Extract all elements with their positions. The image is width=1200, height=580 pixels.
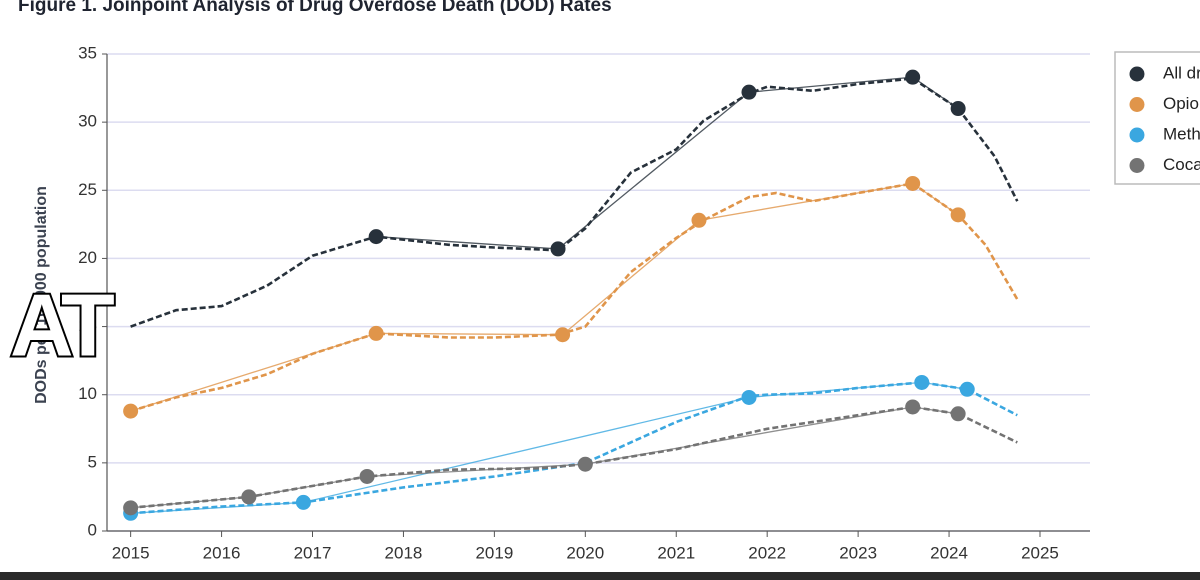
joinpoint-marker [123,403,139,419]
y-tick-label: 10 [78,384,97,403]
plot-area [123,69,1019,521]
y-tick-label: 20 [78,248,97,267]
joinpoint-marker [950,406,966,422]
y-tick-label: 35 [78,43,97,62]
joinpoint-marker [691,212,707,228]
y-tick-label: 30 [78,112,97,131]
x-tick-label: 2023 [839,543,877,562]
joinpoint-marker [577,456,593,472]
watermark: AT [10,275,114,374]
y-axis-label: DODs per 100000 population [33,186,50,404]
joinpoint-marker [550,241,566,257]
joinpoint-marker [905,399,921,415]
observed-line [130,77,1019,328]
joinpoint-marker [741,84,757,100]
y-tick-label: 25 [78,180,97,199]
x-tick-label: 2025 [1021,543,1059,562]
joinpoint-marker [905,69,921,85]
x-tick-label: 2020 [566,543,604,562]
joinpoint-marker [959,381,975,397]
chart-title: Figure 1. Joinpoint Analysis of Drug Ove… [18,0,612,16]
x-tick-label: 2022 [748,543,786,562]
joinpoint-marker [368,325,384,341]
bottom-bar [0,572,1200,580]
legend-swatch [1129,66,1145,82]
x-tick-label: 2016 [203,543,241,562]
legend-swatch [1129,127,1145,143]
legend-label: Opioids [1163,94,1200,113]
joinpoint-marker [905,175,921,191]
x-tick-label: 2015 [112,543,150,562]
joinpoint-marker [241,489,257,505]
joinpoint-marker [368,229,384,245]
x-tick-label: 2024 [930,543,968,562]
y-tick-label: 0 [88,520,97,539]
grid [107,53,1090,532]
joinpoint-marker [914,374,930,390]
legend-label: Methamphetamine [1163,124,1200,143]
legend: All drugs Opioids Methamphetamine Cocaine [1114,51,1200,185]
joinpoint-marker [295,494,311,510]
observed-line [130,182,1019,413]
joinpoint-marker [950,207,966,223]
legend-swatch [1129,158,1145,173]
legend-label: All drugs [1163,63,1200,82]
legend-frame [1114,51,1200,185]
joinpoint-marker [950,101,966,117]
x-tick-label: 2019 [475,543,513,562]
joinpoint-marker [741,389,757,405]
x-tick-label: 2021 [657,543,695,562]
x-tick-label: 2017 [294,543,332,562]
y-tick-label: 5 [88,452,97,471]
legend-swatch [1129,97,1145,112]
observed-line [130,405,1018,510]
y-tick-label: 15 [78,316,97,335]
joinpoint-marker [359,468,375,484]
observed-line [130,381,1018,515]
legend-label: Cocaine [1163,155,1200,174]
x-tick-label: 2018 [385,543,423,562]
joinpoint-marker [555,327,571,343]
joinpoint-marker [123,500,139,516]
